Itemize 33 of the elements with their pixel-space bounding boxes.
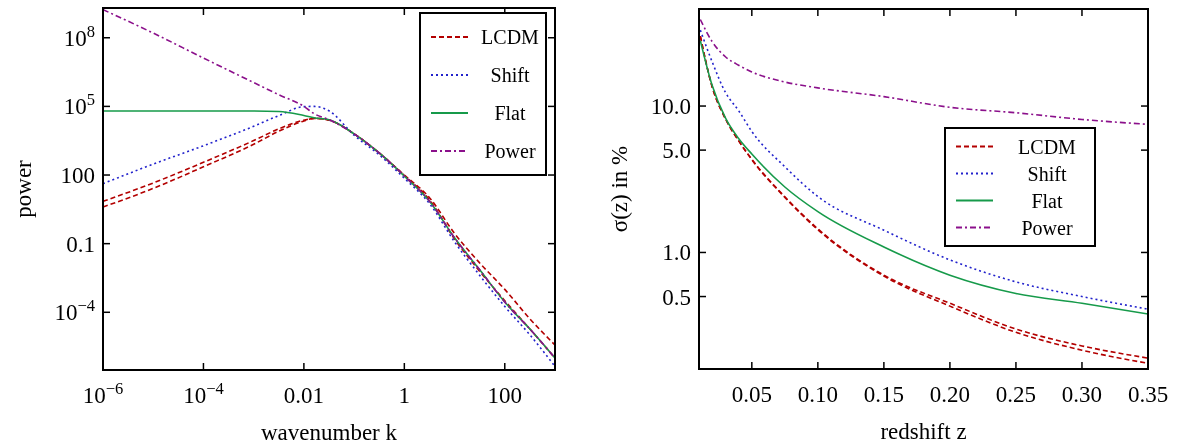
legend-label: Flat	[1031, 189, 1063, 212]
y-tick-label: 100	[60, 163, 95, 189]
y-tick-label: 10$^{8}$	[63, 21, 95, 51]
y-tick-label: 1.0	[662, 240, 691, 266]
legend-label: LCDM	[1018, 135, 1077, 158]
legend-label: Shift	[1027, 162, 1067, 185]
x-tick-label: 0.35	[1127, 382, 1169, 407]
y-tick-label: 0.1	[66, 231, 95, 257]
legend-label: Flat	[494, 102, 526, 124]
legend-label: LCDM	[481, 26, 540, 48]
x-axis-title: redshift z	[880, 419, 967, 444]
x-tick-label: 10$^{−4}$	[183, 378, 225, 408]
x-tick-label: 10$^{−6}$	[82, 378, 124, 408]
legend-label: Shift	[490, 64, 530, 86]
legend-label: Power	[484, 140, 536, 162]
x-tick-label: 100	[487, 383, 523, 408]
y-tick-label: 0.5	[662, 284, 691, 310]
y-tick-label: 5.0	[662, 138, 691, 164]
y-tick-label: 10$^{5}$	[63, 89, 95, 120]
x-tick-label: 0.25	[995, 382, 1037, 407]
x-axis-title: wavenumber k	[260, 420, 398, 445]
y-tick-label: 10.0	[650, 94, 691, 120]
x-tick-label: 0.10	[797, 382, 838, 407]
x-tick-label: 0.05	[731, 382, 772, 407]
x-tick-label: 0.30	[1061, 382, 1103, 407]
x-tick-label: 0.20	[929, 382, 971, 407]
x-tick-label: 0.15	[863, 382, 905, 407]
y-tick-label: 10$^{−4}$	[54, 295, 96, 326]
legend-label: Power	[1021, 216, 1073, 239]
x-tick-label: 0.01	[283, 383, 325, 408]
x-tick-label: 1	[398, 383, 411, 408]
y-axis-title: σ(z) in %	[607, 145, 632, 233]
y-axis-title: power	[11, 159, 36, 218]
